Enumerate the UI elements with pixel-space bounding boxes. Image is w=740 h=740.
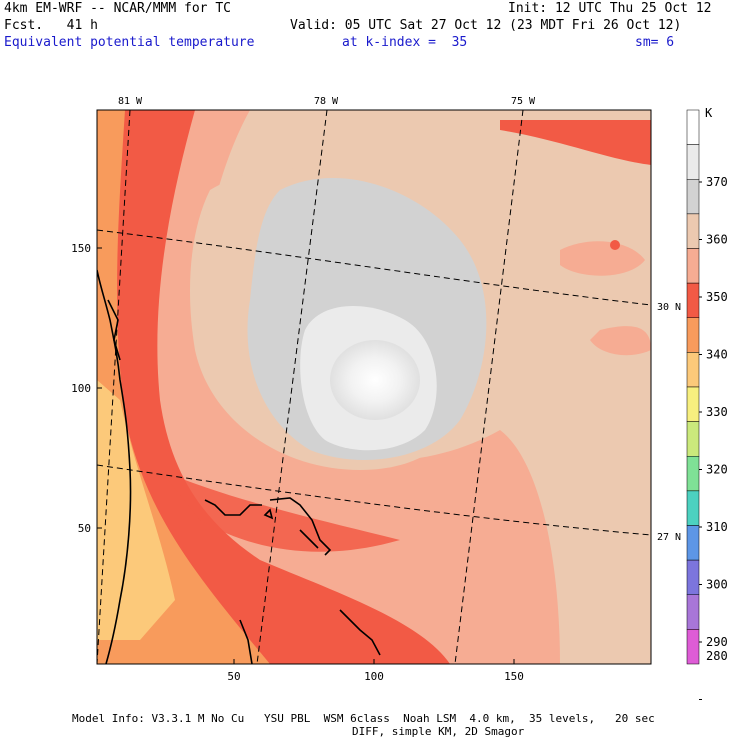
colorbar-label: 350 bbox=[706, 290, 728, 304]
colorbar-swatch bbox=[686, 282, 700, 318]
colorbar-swatch bbox=[686, 109, 700, 145]
smoothing-info: sm= 6 bbox=[635, 35, 675, 50]
lon-label-78w: 78 W bbox=[314, 96, 339, 107]
colorbar-label: 290 bbox=[706, 635, 728, 649]
y-tick-100: 100 bbox=[71, 382, 91, 395]
colorbar-swatch bbox=[686, 559, 700, 595]
colorbar-label: 310 bbox=[706, 520, 728, 534]
colorbar-unit: K bbox=[705, 106, 713, 120]
y-tick-150: 150 bbox=[71, 242, 91, 255]
colorbar-swatch bbox=[686, 490, 700, 526]
colorbar-swatch bbox=[686, 352, 700, 388]
colorbar-label: 360 bbox=[706, 233, 728, 247]
level-info: at k-index = 35 bbox=[342, 35, 468, 50]
model-info-2: DIFF, simple KM, 2D Smagor bbox=[352, 725, 525, 738]
colorbar-label: 330 bbox=[706, 405, 728, 419]
colorbar-swatch bbox=[686, 179, 700, 215]
lat-label-30n: 30 N bbox=[657, 302, 681, 313]
colorbar-swatch bbox=[686, 144, 700, 180]
x-tick-100: 100 bbox=[364, 670, 384, 683]
y-tick-50: 50 bbox=[78, 522, 91, 535]
lon-label-81w: 81 W bbox=[118, 96, 143, 107]
axis-tick-marks bbox=[97, 247, 515, 664]
colorbar-swatch bbox=[686, 421, 700, 457]
colorbar-swatch bbox=[686, 386, 700, 422]
lon-label-75w: 75 W bbox=[511, 96, 536, 107]
theta-e-field bbox=[97, 110, 651, 664]
graticule bbox=[97, 110, 651, 664]
colorbar-label: 340 bbox=[706, 348, 728, 362]
colorbar-swatch bbox=[686, 213, 700, 249]
colorbar-label: 320 bbox=[706, 463, 728, 477]
model-title: 4km EM-WRF -- NCAR/MMM for TC bbox=[4, 1, 231, 16]
colorbar-label: 370 bbox=[706, 175, 728, 189]
colorbar-swatch bbox=[686, 456, 700, 492]
x-tick-50: 50 bbox=[227, 670, 240, 683]
colorbar-swatch bbox=[686, 629, 700, 665]
init-time: Init: 12 UTC Thu 25 Oct 12 bbox=[508, 1, 712, 16]
valid-time: Valid: 05 UTC Sat 27 Oct 12 (23 MDT Fri … bbox=[290, 18, 682, 33]
colorbar-swatch bbox=[686, 317, 700, 353]
forecast-hour: Fcst. 41 h bbox=[4, 18, 98, 33]
coastline bbox=[97, 269, 381, 664]
colorbar-label: 280 bbox=[706, 649, 728, 663]
colorbar-swatch bbox=[686, 525, 700, 561]
colorbar-label: 300 bbox=[706, 578, 728, 592]
x-axis-ticks: 50 100 150 bbox=[227, 670, 524, 683]
lat-label-27n: 27 N bbox=[657, 532, 681, 543]
field-name: Equivalent potential temperature bbox=[4, 35, 255, 50]
x-tick-150: 150 bbox=[504, 670, 524, 683]
model-info: Model Info: V3.3.1 M No Cu YSU PBL WSM 6… bbox=[72, 712, 655, 725]
colorbar-swatch bbox=[686, 248, 700, 284]
colorbar-swatch bbox=[686, 594, 700, 630]
y-axis-ticks: 150 100 50 bbox=[71, 242, 91, 535]
